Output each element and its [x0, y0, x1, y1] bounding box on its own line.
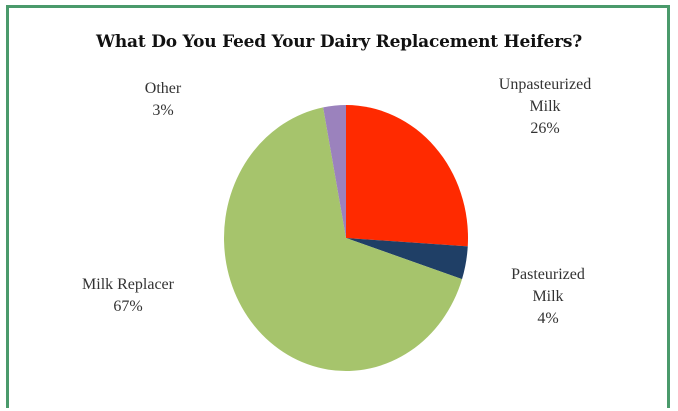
label-milk-replacer: Milk Replacer 67%	[58, 274, 198, 318]
label-milk-replacer-percent: 67%	[113, 298, 143, 315]
label-milk-replacer-line1: Milk Replacer	[82, 276, 174, 293]
label-pasteurized-milk-line1: Pasteurized	[511, 266, 585, 283]
pie-slice-milk-replacer	[224, 107, 463, 372]
label-pasteurized-milk: Pasteurized Milk 4%	[478, 264, 618, 330]
pie-slice-pasteurized-milk	[346, 238, 468, 280]
label-unpasteurized-milk-line2: Milk	[529, 98, 561, 115]
label-other-percent: 3%	[152, 102, 174, 119]
label-other-line1: Other	[144, 80, 182, 97]
label-unpasteurized-milk: Unpasteurized Milk 26%	[470, 74, 620, 140]
label-unpasteurized-milk-percent: 26%	[530, 120, 560, 137]
pie-slice-other	[323, 105, 346, 238]
label-pasteurized-milk-line2: Milk	[532, 288, 564, 305]
pie-slices	[224, 105, 469, 372]
chart-title: What Do You Feed Your Dairy Replacement …	[95, 32, 583, 52]
label-other: Other 3%	[118, 78, 208, 122]
label-unpasteurized-milk-line1: Unpasteurized	[498, 76, 592, 93]
label-pasteurized-milk-percent: 4%	[537, 310, 559, 327]
pie-slice-unpasteurized-milk	[346, 105, 469, 247]
